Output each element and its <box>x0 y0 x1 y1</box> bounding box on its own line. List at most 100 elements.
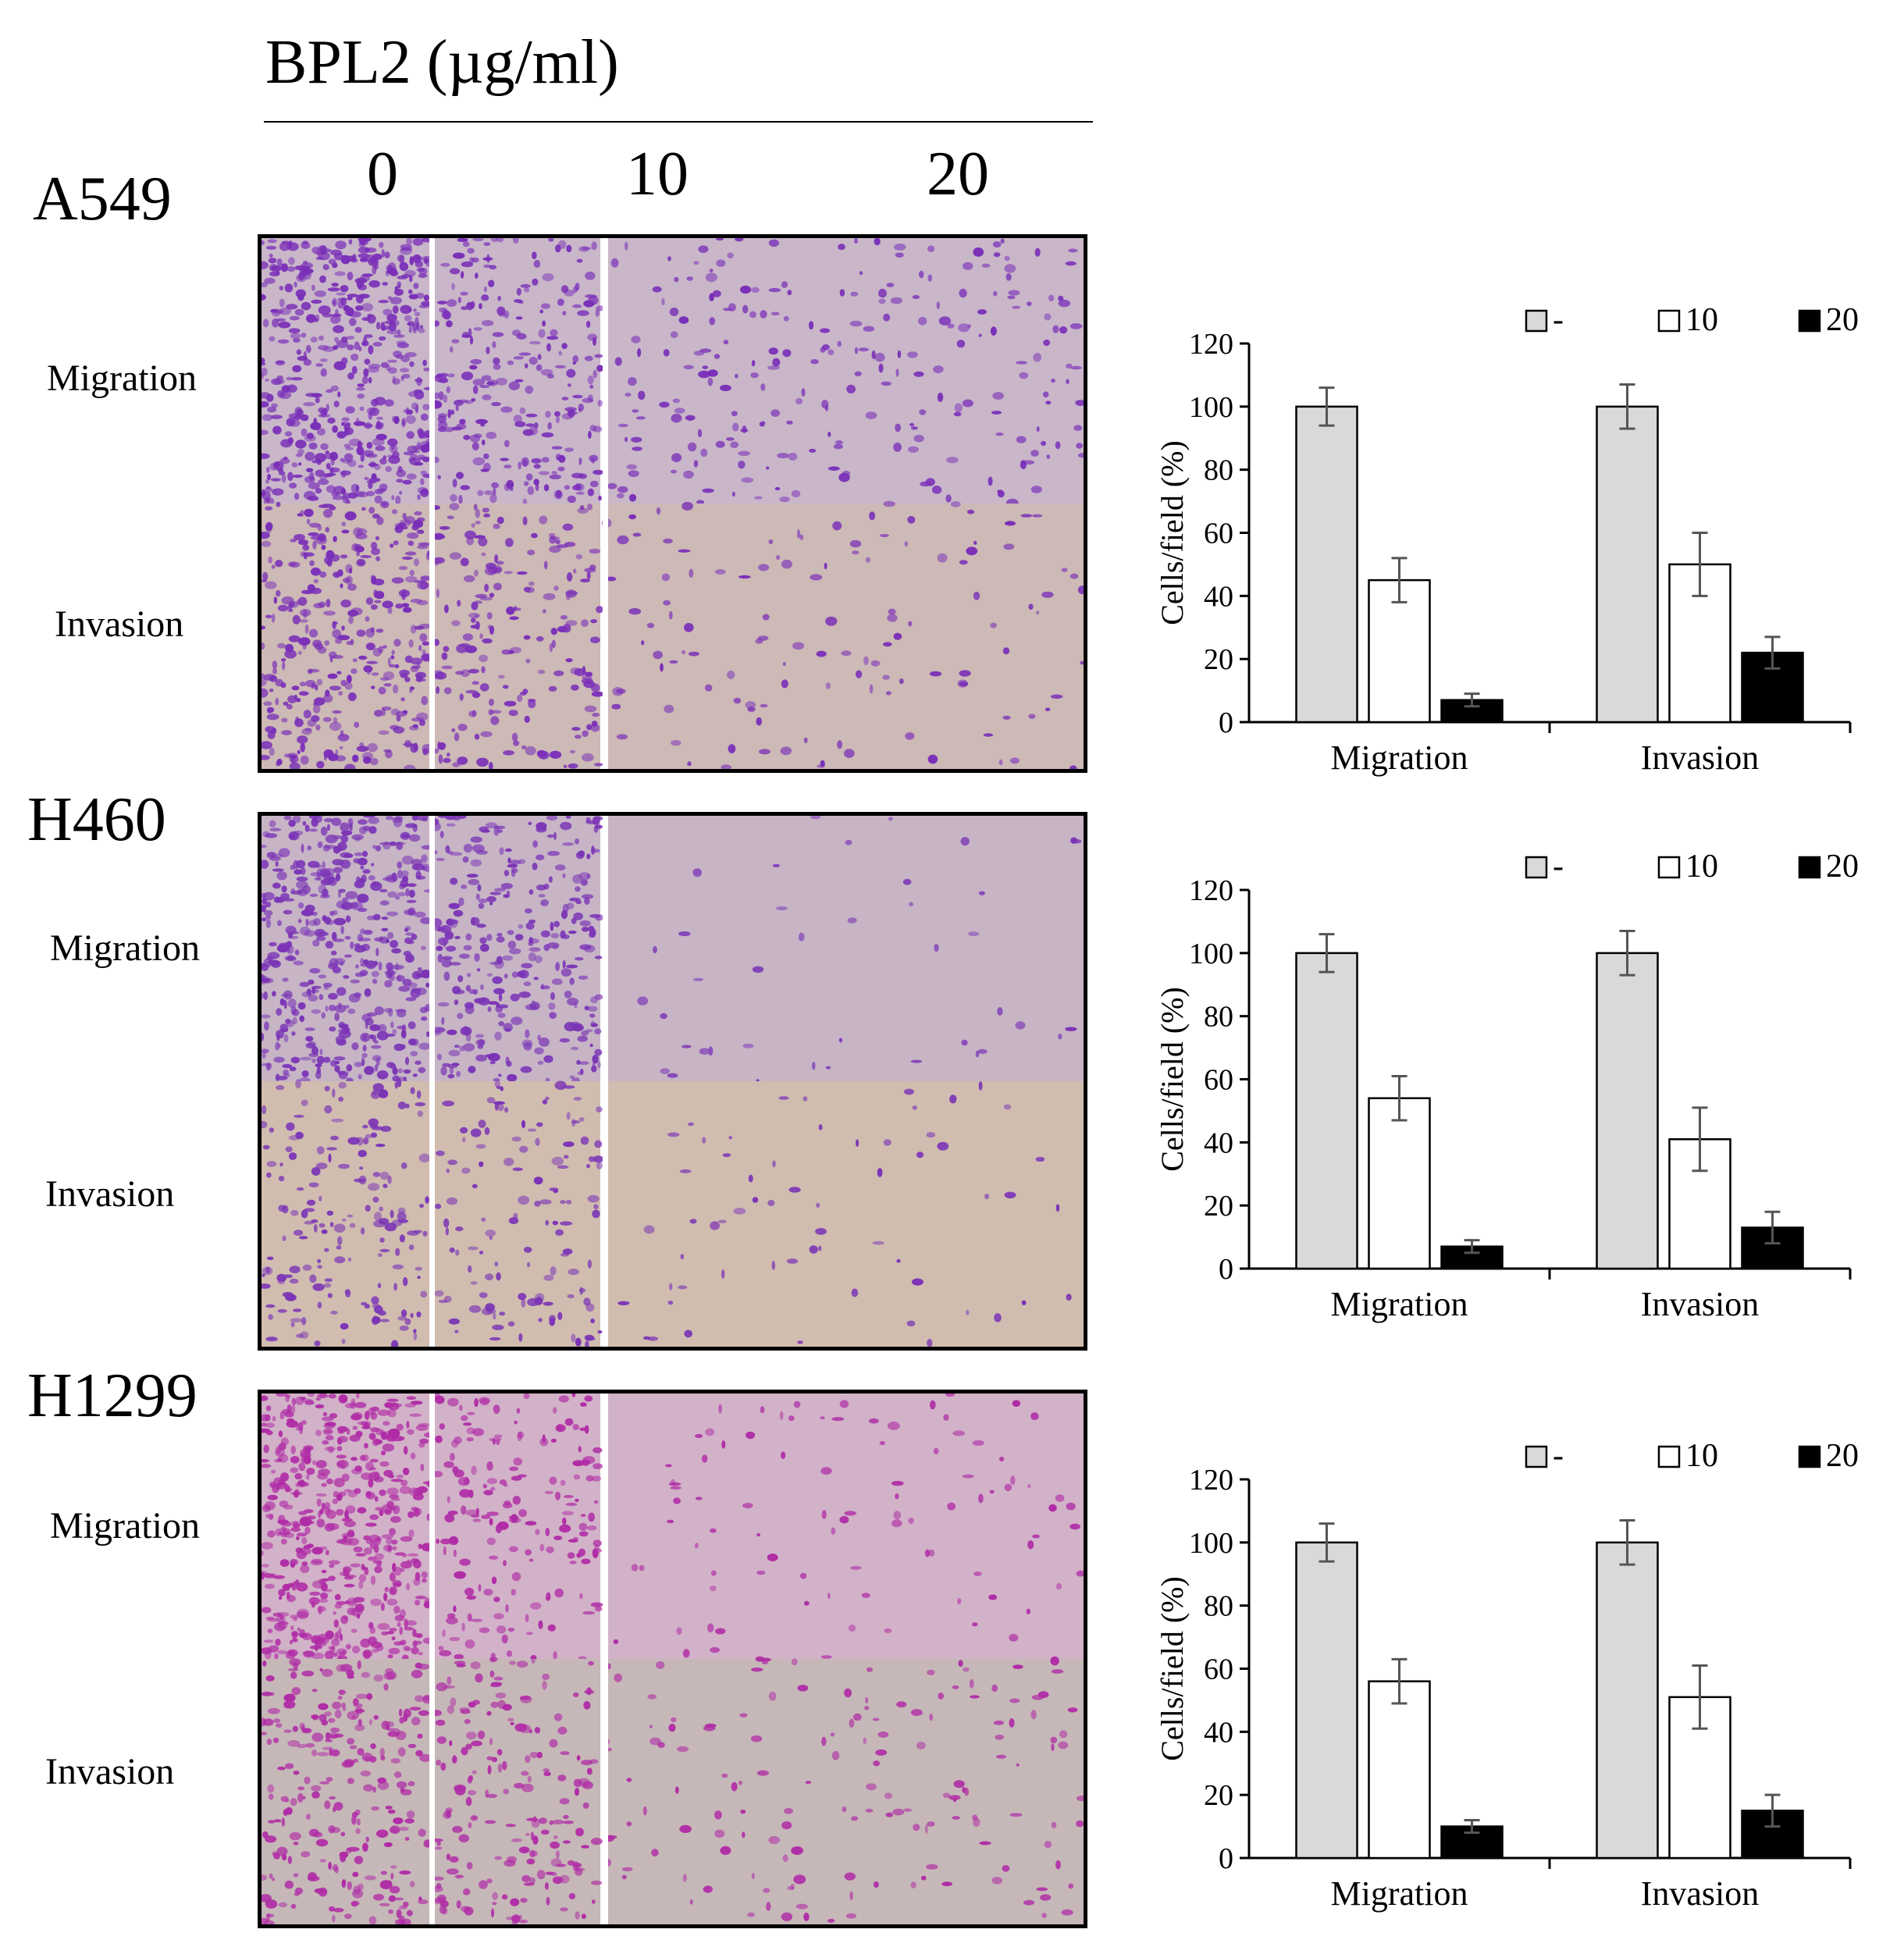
stained-cell <box>809 321 814 330</box>
stained-cell <box>313 603 325 609</box>
stained-cell <box>510 1898 520 1906</box>
stained-cell <box>786 1258 799 1264</box>
stained-cell <box>375 445 386 451</box>
stained-cell <box>325 527 329 532</box>
stained-cell <box>288 600 299 608</box>
stained-cell <box>996 1754 1006 1759</box>
stained-cell <box>321 1229 328 1234</box>
stained-cell <box>562 842 575 846</box>
stained-cell <box>301 1670 315 1677</box>
stained-cell <box>933 1447 939 1455</box>
stained-cell <box>275 678 283 687</box>
stained-cell <box>415 1633 423 1639</box>
stained-cell <box>318 479 329 486</box>
stained-cell <box>540 899 549 906</box>
stained-cell <box>534 1201 541 1207</box>
stained-cell <box>305 314 317 323</box>
stained-cell <box>330 1646 336 1654</box>
stained-cell <box>838 1038 842 1043</box>
stained-cell <box>521 1771 529 1776</box>
stained-cell <box>295 697 301 703</box>
stained-cell <box>514 421 526 428</box>
stained-cell <box>373 1212 383 1221</box>
stained-cell <box>370 758 379 766</box>
micrograph-tile <box>607 238 1084 508</box>
stained-cell <box>408 294 419 300</box>
stained-cell <box>576 258 583 263</box>
stained-cell <box>866 1783 877 1791</box>
stained-cell <box>534 955 543 963</box>
stained-cell <box>354 1724 365 1732</box>
stained-cell <box>285 1394 291 1399</box>
stained-cell <box>1061 1909 1073 1916</box>
stained-cell <box>518 1474 527 1478</box>
stained-cell <box>546 1546 554 1554</box>
stained-cell <box>548 1002 556 1010</box>
stained-cell <box>635 416 646 420</box>
stained-cell <box>514 1420 518 1425</box>
stained-cell <box>347 1214 354 1218</box>
stained-cell <box>307 1199 316 1206</box>
stained-cell <box>381 917 389 920</box>
stained-cell <box>368 826 377 835</box>
stained-cell <box>314 290 326 297</box>
stained-cell <box>262 1691 273 1696</box>
stained-cell <box>528 1729 532 1734</box>
stained-cell <box>300 867 306 875</box>
y-tick-label: 80 <box>1204 1590 1233 1623</box>
stained-cell <box>375 424 383 430</box>
stained-cell <box>283 1274 293 1279</box>
stained-cell <box>401 870 409 877</box>
stained-cell <box>978 1081 983 1091</box>
stained-cell <box>407 1781 415 1787</box>
stained-cell <box>325 1732 331 1741</box>
stained-cell <box>543 1055 553 1063</box>
stained-cell <box>534 1727 541 1734</box>
stained-cell <box>584 897 590 905</box>
stained-cell <box>467 973 472 977</box>
stained-cell <box>296 1611 309 1619</box>
stained-cell <box>632 409 639 413</box>
stained-cell <box>464 530 476 539</box>
stained-cell <box>310 336 318 343</box>
stained-cell <box>399 1325 409 1331</box>
stained-cell <box>336 1539 347 1544</box>
legend-swatch <box>1798 1445 1821 1468</box>
stained-cell <box>546 1896 550 1906</box>
stained-cell <box>392 1264 404 1269</box>
stained-cell <box>587 488 595 497</box>
stained-cell <box>337 299 344 309</box>
stained-cell <box>356 491 369 498</box>
stained-cell <box>945 1394 956 1397</box>
stained-cell <box>478 1397 490 1404</box>
stained-cell <box>950 501 961 507</box>
stained-cell <box>555 244 561 253</box>
stained-cell <box>825 682 831 689</box>
stained-cell <box>733 697 742 704</box>
stained-cell <box>269 336 276 342</box>
stained-cell <box>412 324 418 331</box>
stained-cell <box>710 1528 717 1533</box>
stained-cell <box>308 668 313 675</box>
stained-cell <box>725 437 735 441</box>
stained-cell <box>393 1817 404 1824</box>
stained-cell <box>827 1593 831 1599</box>
stained-cell <box>349 1745 358 1749</box>
stained-cell <box>954 403 963 413</box>
stained-cell <box>437 475 441 480</box>
stained-cell <box>435 1203 442 1209</box>
stained-cell <box>586 571 591 580</box>
stained-cell <box>292 614 301 625</box>
stained-cell <box>532 278 539 286</box>
stained-cell <box>509 616 519 621</box>
stained-cell <box>780 746 792 756</box>
stained-cell <box>336 987 347 996</box>
stained-cell <box>438 1299 448 1304</box>
stained-cell <box>621 1867 633 1872</box>
stained-cell <box>991 1684 998 1693</box>
stained-cell <box>298 637 311 646</box>
stained-cell <box>851 1816 859 1821</box>
stained-cell <box>278 1479 286 1484</box>
stained-cell <box>525 746 536 756</box>
stained-cell <box>895 423 901 432</box>
